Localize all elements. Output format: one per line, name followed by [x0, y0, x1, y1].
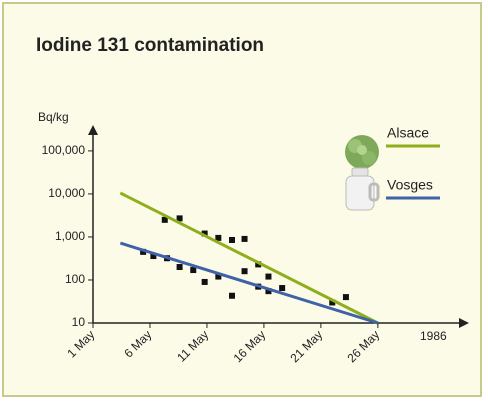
data-point [255, 261, 262, 268]
data-point [215, 234, 222, 241]
legend-label: Vosges [387, 177, 433, 193]
data-point [279, 285, 286, 292]
data-point [140, 248, 147, 255]
data-point [229, 236, 236, 243]
x-tick-label: 6 May [121, 327, 154, 360]
y-tick-label: 10 [72, 315, 86, 329]
data-point [241, 268, 248, 275]
x-tick-label: 26 May [344, 327, 382, 365]
x-tick-label: 11 May [174, 327, 211, 364]
y-axis-label: Bq/kg [38, 110, 69, 124]
x-tick-label: 21 May [288, 327, 326, 365]
data-point [329, 299, 336, 306]
data-point [215, 273, 222, 280]
x-axis-arrow [459, 318, 469, 328]
trend-line [119, 241, 379, 325]
data-point [229, 292, 236, 299]
data-point [265, 273, 272, 280]
data-point [265, 288, 272, 295]
data-point [201, 278, 208, 285]
data-point [176, 215, 183, 222]
y-tick-label: 1,000 [55, 229, 85, 243]
data-point [201, 230, 208, 237]
chart-title: Iodine 131 contamination [36, 35, 264, 56]
x-axis-label: 1986 [420, 329, 447, 343]
data-point [150, 253, 157, 260]
data-point [190, 267, 197, 274]
y-tick-label: 100 [65, 272, 85, 286]
data-point [176, 264, 183, 271]
y-tick-label: 100,000 [42, 143, 86, 157]
trend-line [119, 191, 379, 325]
data-point [342, 294, 349, 301]
lettuce-icon [345, 135, 379, 169]
x-tick-label: 1 May [64, 327, 97, 360]
legend-label: Alsace [387, 125, 429, 141]
data-point [161, 216, 168, 223]
y-axis-arrow [88, 125, 98, 135]
y-tick-label: 10,000 [48, 186, 85, 200]
bottle-icon [345, 167, 380, 211]
x-tick-label: 16 May [231, 327, 269, 365]
data-point [241, 235, 248, 242]
